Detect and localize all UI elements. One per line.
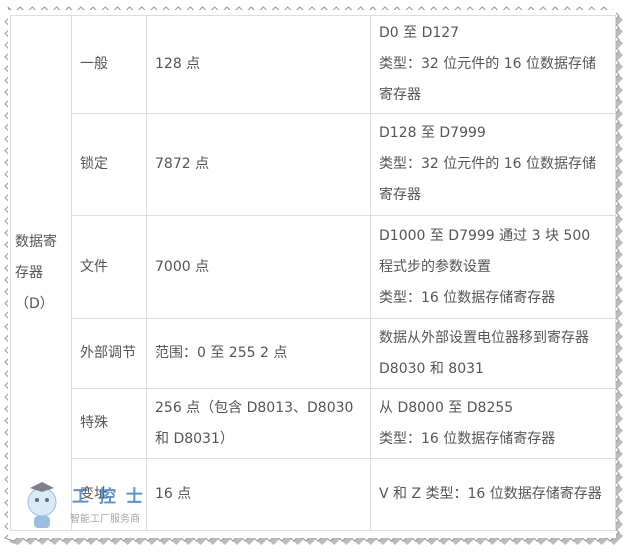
description-line: 从 D8000 至 D8255	[379, 399, 514, 416]
table-container: 数据寄存器（D） 一般 128 点 D0 至 D127 类型：32 位元件的 16 位数…	[8, 10, 616, 538]
description-cell: 数据从外部设置电位器移到寄存器 D8030 和 8031	[370, 318, 616, 389]
count-cell: 范围：0 至 255 2 点	[146, 318, 371, 389]
description-line: 类型：32 位元件的 16 位数据存储寄存器	[379, 156, 596, 203]
description-cell: V 和 Z 类型：16 位数据存储寄存器	[370, 458, 616, 531]
count-cell: 128 点	[146, 15, 371, 114]
count-cell: 7872 点	[146, 113, 371, 216]
description-cell: D0 至 D127 类型：32 位元件的 16 位数据存储寄存器	[370, 15, 616, 114]
description-line: 数据从外部设置电位器移到寄存器 D8030 和 8031	[379, 329, 589, 377]
group-cell: 数据寄存器（D）	[10, 15, 72, 531]
category-cell: 特殊	[71, 388, 147, 459]
category-cell: 文件	[71, 215, 147, 319]
register-table: 数据寄存器（D） 一般 128 点 D0 至 D127 类型：32 位元件的 16 位数…	[10, 15, 616, 531]
description-line: D1000 至 D7999 通过 3 块 500 程式步的参数设置	[379, 227, 591, 275]
table-row: 外部调节 范围：0 至 255 2 点数据从外部设置电位器移到寄存器 D8030 …	[11, 318, 616, 389]
description-line: 类型：16 位数据存储寄存器	[379, 430, 556, 447]
table-row: 特殊 256 点（包含 D8013、D8030 和 D8031）从 D8000 至…	[11, 388, 616, 459]
logo	[27, 482, 57, 528]
table-row: 数据寄存器（D） 一般 128 点 D0 至 D127 类型：32 位元件的 16 位数…	[10, 15, 616, 531]
table-row: 锁定 7872 点 D128 至 D7999 类型：32 位元件的 16 位数据存储寄…	[11, 113, 616, 216]
watermark: 工 控 士 智能工厂服务商	[20, 480, 160, 535]
description-line: 类型：16 位数据存储寄存器	[379, 289, 556, 306]
category-cell: 变址	[71, 458, 147, 531]
brand: 工 控 士	[72, 487, 145, 507]
table-row: 文件 7000 点 D1000 至 D7999 通过 3 块 500 程式步的参数设…	[11, 215, 616, 319]
category-cell: 一般	[71, 15, 147, 114]
description-cell: 从 D8000 至 D8255 类型：16 位数据存储寄存器	[370, 388, 616, 459]
slogan: 智能工厂服务商	[70, 514, 140, 525]
count-cell: 16 点	[146, 458, 371, 531]
count-cell: 7000 点	[146, 215, 371, 319]
description-line: D128 至 D7999	[379, 125, 486, 141]
table-row: 变址 16 点 V 和 Z 类型：16 位数据存储寄存器	[11, 458, 616, 531]
description-line: V 和 Z 类型：16 位数据存储寄存器	[379, 486, 602, 502]
description-cell: D1000 至 D7999 通过 3 块 500 程式步的参数设置类型：16 位…	[370, 215, 616, 319]
description-cell: D128 至 D7999 类型：32 位元件的 16 位数据存储寄存器	[370, 113, 616, 216]
category-cell: 锁定	[71, 113, 147, 216]
count-cell: 256 点（包含 D8013、D8030 和 D8031）	[146, 388, 371, 459]
category-cell: 外部调节	[71, 318, 147, 389]
description-line: D0 至 D127	[379, 25, 460, 41]
description-line: 类型：32 位元件的 16 位数据存储寄存器	[379, 56, 596, 103]
